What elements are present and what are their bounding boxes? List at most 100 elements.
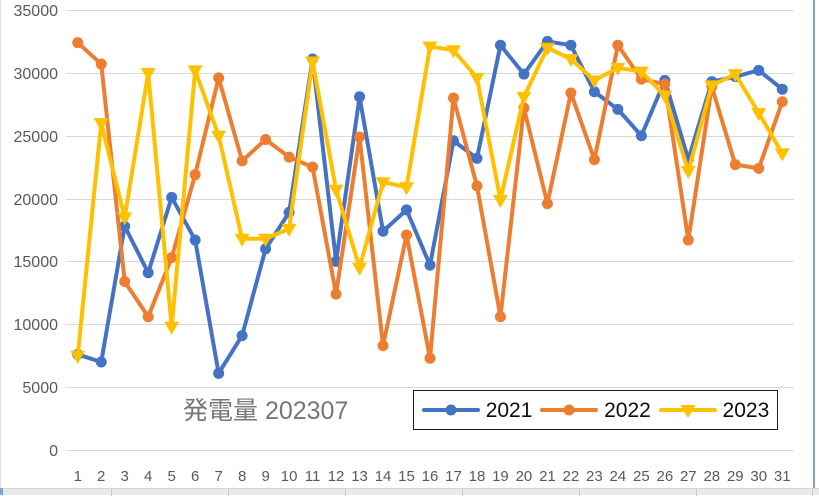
x-axis-tick-label: 3: [121, 468, 129, 485]
data-point-marker: [307, 161, 319, 173]
data-point-marker: [471, 180, 483, 192]
data-point-marker: [541, 198, 553, 210]
data-point-marker: [354, 131, 366, 143]
data-point-marker: [588, 86, 600, 98]
x-axis-tick-label: 24: [610, 468, 627, 485]
data-point-marker: [471, 152, 483, 164]
sheet-cell-border: [579, 489, 580, 496]
sheet-cell-border: [228, 489, 229, 496]
data-point-marker: [283, 151, 295, 163]
data-point-marker: [95, 58, 107, 70]
data-point-marker: [330, 288, 342, 300]
x-axis-tick-label: 22: [563, 468, 580, 485]
data-point-marker: [612, 103, 624, 115]
data-point-marker: [494, 39, 506, 51]
x-axis-tick-label: 7: [214, 468, 222, 485]
data-point-marker: [166, 191, 178, 203]
data-point-marker: [187, 65, 203, 79]
data-point-marker: [260, 243, 272, 255]
y-axis-tick-label: 15000: [14, 254, 59, 271]
data-point-marker: [610, 62, 626, 76]
data-point-marker: [704, 80, 720, 94]
data-point-marker: [633, 66, 649, 80]
data-point-marker: [469, 72, 485, 86]
data-point-marker: [95, 356, 107, 368]
x-axis-tick-label: 20: [516, 468, 533, 485]
data-point-marker: [776, 96, 788, 108]
legend-marker-icon: [540, 404, 599, 416]
data-point-marker: [354, 91, 366, 103]
data-point-marker: [588, 154, 600, 166]
data-point-marker: [375, 177, 391, 191]
y-axis-tick-label: 5000: [22, 380, 58, 397]
sheet-cell-border: [462, 489, 463, 496]
y-axis-tick-label: 20000: [14, 192, 59, 209]
y-axis-tick-label: 30000: [14, 66, 59, 83]
data-point-marker: [492, 194, 508, 208]
legend[interactable]: 2021 2022 2023: [413, 390, 778, 430]
y-axis-tick-label: 10000: [14, 317, 59, 334]
x-axis-tick-label: 2: [97, 468, 105, 485]
data-point-marker: [189, 234, 201, 246]
y-axis-tick-label: 0: [49, 443, 58, 460]
data-point-marker: [682, 234, 694, 246]
data-point-marker: [563, 54, 579, 68]
x-axis-tick-label: 11: [305, 468, 321, 485]
data-point-marker: [424, 352, 436, 364]
data-point-marker: [377, 340, 389, 352]
data-point-marker: [635, 130, 647, 142]
data-point-marker: [258, 233, 274, 247]
chart-title: 発電量 202307: [183, 397, 349, 425]
data-point-marker: [753, 162, 765, 174]
legend-entry-2023[interactable]: 2023: [658, 400, 769, 421]
x-axis-tick-label: 19: [492, 468, 509, 485]
data-point-marker: [445, 45, 461, 59]
legend-label: 2021: [485, 398, 533, 422]
legend-entry-2022[interactable]: 2022: [540, 400, 651, 421]
data-point-marker: [236, 155, 248, 167]
data-point-marker: [774, 148, 790, 162]
x-axis-tick-label: 10: [281, 468, 298, 485]
data-point-marker: [776, 83, 788, 95]
data-point-marker: [494, 311, 506, 323]
data-point-marker: [328, 184, 344, 198]
sheet-cell-border: [812, 489, 813, 496]
data-point-marker: [401, 229, 413, 241]
y-axis-tick-label: 25000: [14, 129, 59, 146]
x-axis-tick-label: 9: [261, 468, 269, 485]
data-point-marker: [753, 64, 765, 76]
data-point-marker: [119, 220, 131, 232]
x-axis-tick-label: 30: [750, 468, 767, 485]
data-point-marker: [140, 67, 156, 81]
data-point-marker: [281, 223, 297, 237]
x-axis-tick-label: 15: [398, 468, 415, 485]
data-point-marker: [70, 350, 86, 364]
data-point-marker: [377, 225, 389, 237]
x-axis-tick-label: 28: [703, 468, 720, 485]
legend-entry-2021[interactable]: 2021: [421, 398, 533, 422]
data-point-marker: [424, 259, 436, 271]
data-point-marker: [518, 68, 530, 80]
data-point-marker: [612, 39, 624, 51]
data-point-marker: [586, 75, 602, 89]
data-point-marker: [142, 267, 154, 279]
x-axis-tick-label: 18: [469, 468, 486, 485]
data-point-marker: [680, 165, 696, 179]
legend-marker-icon: [658, 405, 717, 418]
data-point-marker: [211, 130, 227, 144]
x-axis-tick-label: 29: [727, 468, 744, 485]
data-point-marker: [399, 182, 415, 196]
legend-label: 2022: [604, 398, 651, 422]
data-point-marker: [516, 91, 532, 105]
data-point-marker: [117, 212, 133, 226]
data-point-marker: [260, 133, 272, 145]
selection-corner-tick: [0, 488, 3, 495]
data-point-marker: [142, 311, 154, 323]
legend-marker-icon: [421, 404, 480, 416]
x-axis-tick-label: 5: [168, 468, 176, 485]
data-point-marker: [447, 92, 459, 104]
data-point-marker: [657, 90, 673, 104]
data-point-marker: [119, 276, 131, 288]
